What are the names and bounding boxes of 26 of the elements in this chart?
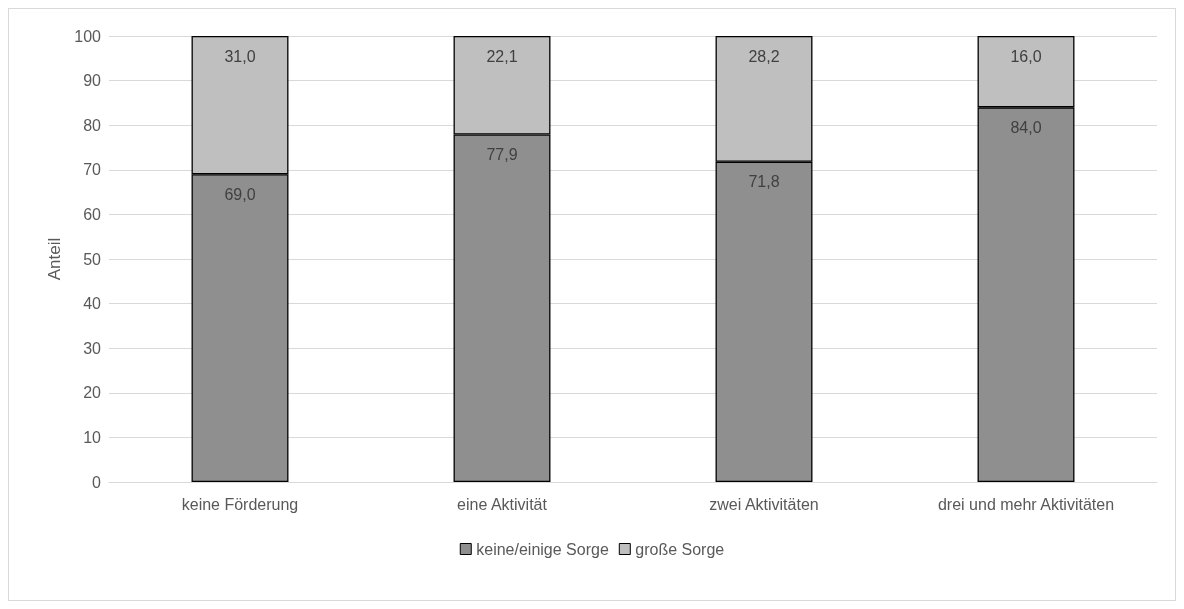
y-tick-label: 10 [83, 428, 102, 446]
y-tick-label: 100 [74, 27, 102, 45]
x-tick-label: drei und mehr Aktivitäten [937, 495, 1115, 513]
x-tick-label: keine Förderung [181, 495, 299, 513]
y-tick-label: 20 [83, 384, 102, 402]
y-tick-label: 90 [83, 72, 102, 90]
data-label: 16,0 [1010, 47, 1042, 65]
legend-label: große Sorge [635, 540, 725, 558]
data-label: 77,9 [486, 146, 518, 164]
y-tick-label: 70 [83, 161, 102, 179]
y-axis-title: Anteil [45, 237, 65, 281]
legend-label: keine/einige Sorge [476, 540, 609, 558]
x-tick-label: zwei Aktivitäten [709, 495, 819, 513]
x-tick-label: eine Aktivität [457, 495, 548, 513]
data-label: 71,8 [748, 173, 780, 191]
data-label: 31,0 [224, 47, 256, 65]
data-label: 69,0 [224, 185, 256, 203]
y-tick-label: 40 [83, 295, 102, 313]
data-label: 84,0 [1010, 118, 1042, 136]
data-label: 22,1 [486, 47, 518, 65]
y-tick-label: 50 [83, 250, 102, 268]
y-tick-label: 80 [83, 116, 102, 134]
data-label: 28,2 [748, 47, 780, 65]
y-tick-label: 0 [92, 473, 102, 491]
y-tick-label: 60 [83, 205, 102, 223]
y-tick-label: 30 [83, 339, 102, 357]
